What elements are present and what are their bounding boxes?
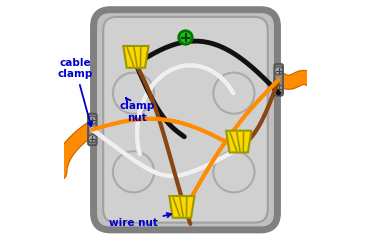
FancyBboxPatch shape xyxy=(103,17,268,223)
Circle shape xyxy=(275,85,283,93)
Polygon shape xyxy=(123,46,148,68)
FancyBboxPatch shape xyxy=(93,10,278,230)
Circle shape xyxy=(88,116,96,124)
Circle shape xyxy=(275,67,283,75)
Circle shape xyxy=(179,31,192,44)
Circle shape xyxy=(88,135,96,143)
Text: cable
clamp: cable clamp xyxy=(58,58,93,126)
Polygon shape xyxy=(226,131,251,152)
Text: wire nut: wire nut xyxy=(109,213,171,228)
Text: clamp
nut: clamp nut xyxy=(119,98,155,123)
Polygon shape xyxy=(169,196,194,218)
FancyBboxPatch shape xyxy=(275,64,283,96)
FancyBboxPatch shape xyxy=(88,114,96,145)
